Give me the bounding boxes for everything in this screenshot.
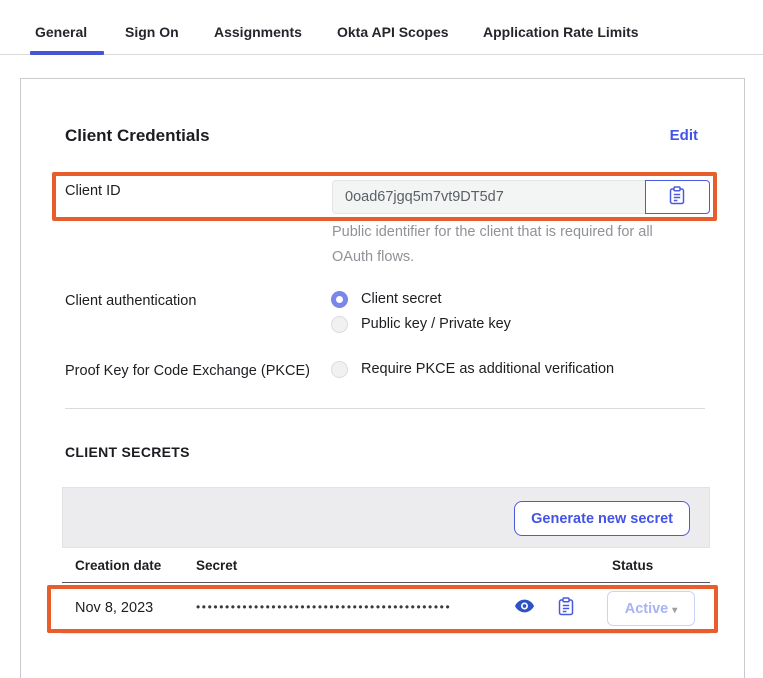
copy-client-id-button[interactable] (645, 180, 710, 214)
table-header-row: Creation date Secret Status (62, 548, 710, 583)
active-tab-indicator (30, 51, 104, 55)
client-id-input-group (332, 180, 710, 214)
client-secrets-table: Generate new secret Creation date Secret… (62, 487, 710, 634)
tab-application-rate-limits[interactable]: Application Rate Limits (483, 24, 639, 40)
client-id-input[interactable] (332, 180, 645, 214)
tab-sign-on[interactable]: Sign On (125, 24, 179, 40)
radio-unselected-icon[interactable] (331, 315, 348, 333)
client-id-label: Client ID (65, 183, 121, 199)
radio-label: Client secret (361, 291, 442, 307)
client-credentials-card: Client Credentials Edit Client ID Public… (20, 78, 745, 678)
eye-icon (515, 599, 534, 616)
pkce-checkbox-row[interactable]: Require PKCE as additional verification (331, 360, 614, 378)
radio-label: Public key / Private key (361, 316, 511, 332)
masked-secret-value: ••••••••••••••••••••••••••••••••••••••••… (196, 600, 452, 614)
chevron-down-icon: ▾ (672, 604, 678, 616)
column-header-creation-date: Creation date (75, 558, 162, 573)
table-toolbar: Generate new secret (62, 487, 710, 548)
section-title: Client Credentials (65, 126, 210, 145)
client-authentication-options: Client secret Public key / Private key (331, 290, 511, 333)
section-divider (65, 408, 705, 409)
tab-general[interactable]: General (35, 24, 88, 40)
table-row: Nov 8, 2023 ••••••••••••••••••••••••••••… (62, 583, 710, 634)
column-header-status: Status (612, 558, 654, 573)
tab-bar: General Sign On Assignments Okta API Sco… (0, 0, 763, 55)
pkce-label: Proof Key for Code Exchange (PKCE) (65, 363, 311, 379)
status-label: Active (624, 600, 669, 617)
radio-client-secret[interactable]: Client secret (331, 290, 511, 308)
tab-okta-api-scopes[interactable]: Okta API Scopes (337, 24, 449, 40)
generate-new-secret-button[interactable]: Generate new secret (514, 501, 690, 536)
client-id-help-text: Public identifier for the client that is… (332, 224, 653, 265)
radio-selected-icon[interactable] (331, 290, 348, 308)
tab-assignments[interactable]: Assignments (214, 24, 302, 40)
checkbox-unchecked-icon[interactable] (331, 360, 348, 378)
clipboard-icon (669, 186, 686, 208)
client-authentication-label: Client authentication (65, 293, 197, 309)
status-dropdown-button[interactable]: Active ▾ (607, 591, 695, 626)
creation-date-cell: Nov 8, 2023 (75, 600, 154, 616)
edit-link[interactable]: Edit (669, 127, 698, 144)
clipboard-icon (558, 597, 575, 619)
column-header-secret: Secret (196, 558, 238, 573)
client-secrets-heading: CLIENT SECRETS (65, 444, 190, 460)
reveal-secret-button[interactable] (515, 599, 534, 616)
pkce-option-label: Require PKCE as additional verification (361, 361, 615, 377)
copy-secret-button[interactable] (558, 597, 575, 619)
radio-public-private-key[interactable]: Public key / Private key (331, 315, 511, 333)
